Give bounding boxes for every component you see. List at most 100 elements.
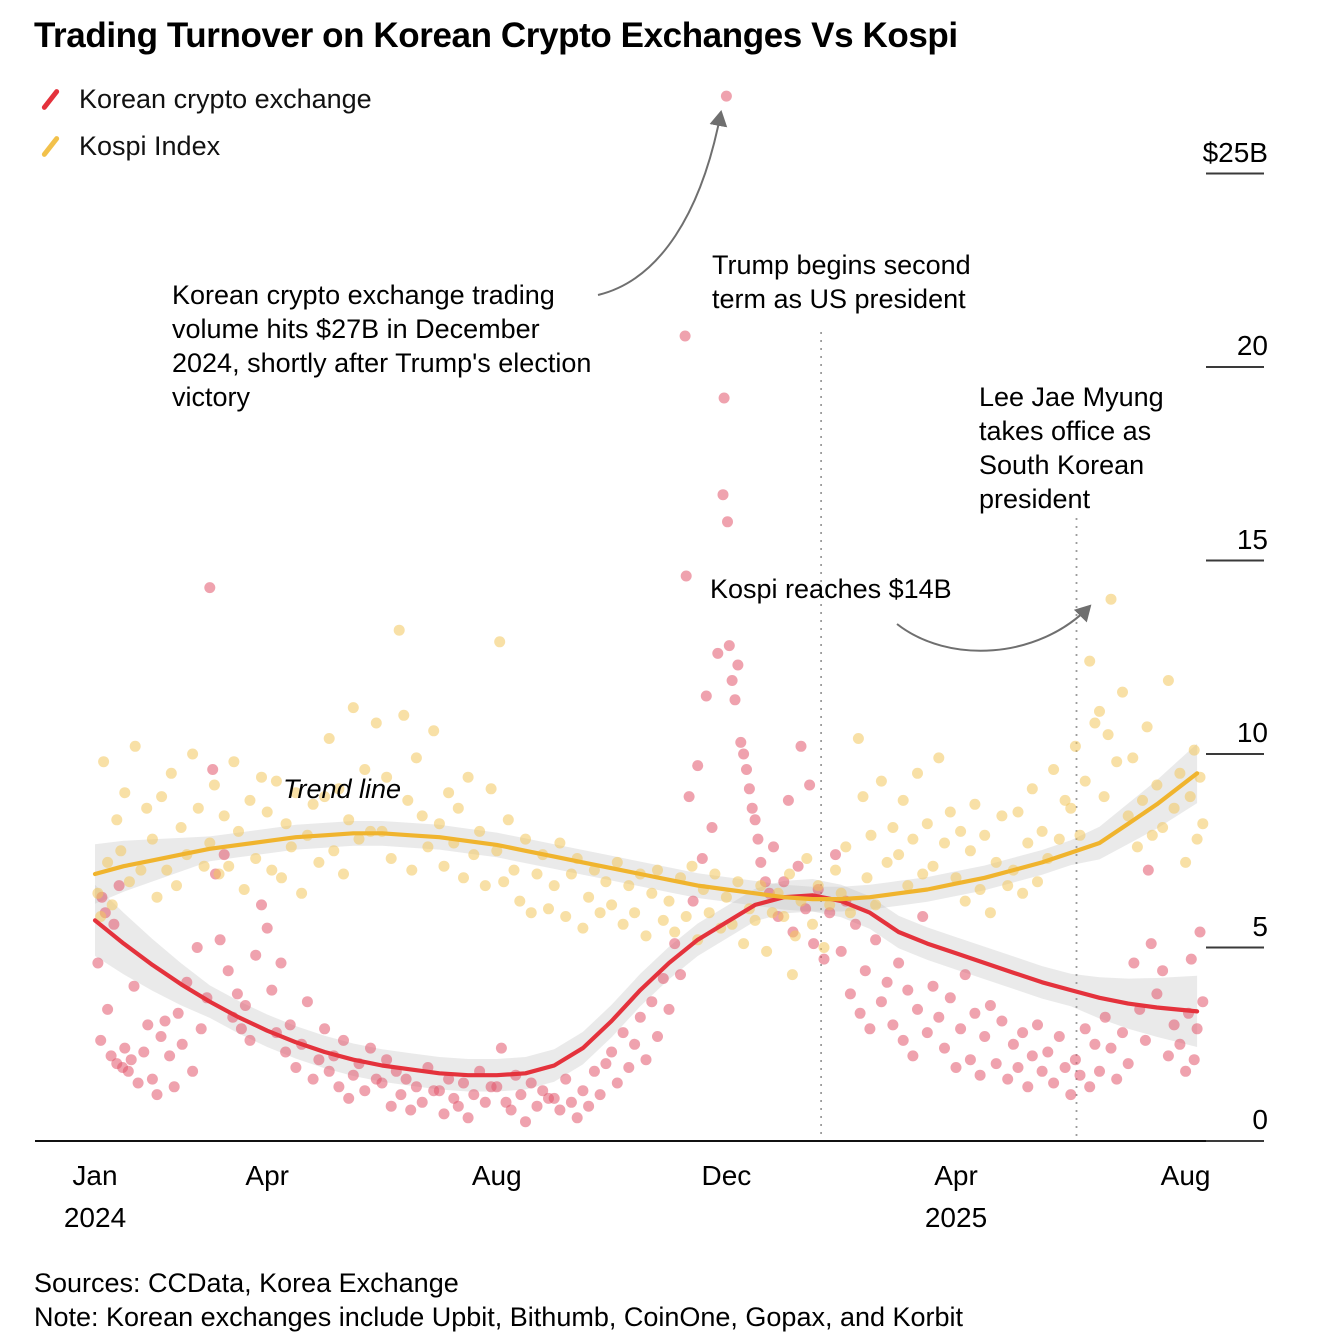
kospi-point bbox=[1105, 593, 1117, 605]
kospi-point bbox=[657, 914, 669, 926]
kospi-point bbox=[830, 864, 841, 876]
crypto-point bbox=[146, 1073, 158, 1085]
kospi-point bbox=[548, 880, 560, 892]
crypto-point bbox=[452, 1100, 464, 1112]
note-line: Note: Korean exchanges include Upbit, Bi… bbox=[34, 1302, 964, 1332]
x-axis-label: Apr bbox=[245, 1160, 289, 1191]
kospi-point bbox=[296, 887, 308, 899]
kospi-point bbox=[979, 829, 991, 841]
crypto-point bbox=[108, 918, 120, 930]
kospi-point bbox=[323, 733, 335, 744]
crypto-point bbox=[1069, 1054, 1081, 1066]
crypto-point bbox=[301, 996, 313, 1008]
crypto-point bbox=[720, 90, 732, 102]
kospi-point bbox=[106, 899, 118, 911]
kospi-point bbox=[406, 864, 418, 876]
annotation-lee-office: Lee Jae Myung takes office as South Kore… bbox=[979, 382, 1164, 514]
kospi-point bbox=[870, 899, 882, 911]
crypto-point bbox=[897, 1034, 909, 1046]
crypto-point bbox=[416, 1096, 428, 1108]
crypto-point bbox=[554, 1104, 566, 1116]
kospi-point bbox=[565, 868, 577, 880]
crypto-point bbox=[138, 1046, 150, 1058]
kospi-point bbox=[502, 814, 514, 826]
crypto-point bbox=[405, 1104, 417, 1116]
kospi-point bbox=[328, 845, 340, 857]
crypto-point bbox=[1145, 938, 1157, 950]
kospi-point bbox=[577, 922, 589, 934]
trend-line-layer bbox=[92, 771, 1200, 1078]
crypto-point bbox=[122, 1065, 134, 1077]
crypto-point bbox=[284, 1019, 296, 1031]
kospi-point bbox=[307, 798, 319, 810]
kospi-point bbox=[123, 876, 135, 888]
crypto-point bbox=[1197, 996, 1209, 1008]
crypto-point bbox=[808, 938, 820, 950]
crypto-point bbox=[347, 1069, 359, 1081]
crypto-point bbox=[280, 1046, 292, 1058]
x-axis-label: Aug bbox=[471, 1160, 522, 1191]
kospi-point bbox=[766, 907, 778, 919]
kospi-point bbox=[462, 771, 474, 783]
x-axis-year-label: 2024 bbox=[63, 1202, 127, 1233]
kospi-point bbox=[1162, 675, 1174, 686]
kospi-point bbox=[250, 853, 262, 864]
crypto-point bbox=[722, 516, 733, 528]
kospi-point bbox=[606, 899, 618, 911]
crypto-point bbox=[1191, 1023, 1203, 1035]
crypto-point bbox=[1032, 1019, 1043, 1031]
kospi-point bbox=[514, 895, 526, 907]
crypto-point bbox=[700, 690, 712, 702]
crypto-point bbox=[132, 1077, 144, 1089]
crypto-point bbox=[606, 1046, 618, 1058]
crypto-point bbox=[231, 988, 243, 1000]
crypto-point bbox=[623, 1062, 635, 1073]
crypto-point bbox=[1065, 1089, 1077, 1101]
kospi-point bbox=[428, 725, 440, 737]
kospi-point bbox=[703, 907, 715, 919]
kospi-point bbox=[1146, 829, 1158, 841]
kospi-point bbox=[950, 872, 962, 884]
kospi-point bbox=[893, 849, 905, 861]
crypto-point bbox=[795, 740, 807, 752]
crypto-point bbox=[307, 1073, 319, 1085]
crypto-point bbox=[142, 1019, 154, 1031]
kospi-point bbox=[944, 806, 956, 818]
crypto-point bbox=[1012, 1062, 1024, 1073]
crypto-point bbox=[1089, 1038, 1101, 1050]
crypto-point bbox=[752, 833, 764, 845]
crypto-point bbox=[376, 1077, 388, 1089]
crypto-point bbox=[683, 791, 695, 803]
kospi-point bbox=[338, 868, 349, 880]
kospi-point bbox=[290, 787, 302, 799]
kospi-point bbox=[343, 814, 355, 826]
crypto-point bbox=[629, 1038, 641, 1050]
kospi-confidence-band bbox=[95, 743, 1198, 912]
crypto-point bbox=[818, 953, 830, 965]
kospi-point bbox=[1036, 825, 1048, 837]
crypto-point bbox=[755, 856, 767, 868]
kospi-point bbox=[370, 717, 382, 729]
kospi-point bbox=[452, 802, 464, 814]
legend-label-kospi: Kospi Index bbox=[79, 130, 221, 161]
crypto-point bbox=[1084, 1081, 1096, 1093]
crypto-point bbox=[939, 1042, 950, 1054]
crypto-point bbox=[92, 957, 104, 969]
kospi-point bbox=[119, 787, 131, 799]
crypto-point bbox=[984, 1000, 996, 1011]
kospi-point bbox=[187, 748, 199, 760]
kospi-point bbox=[1065, 802, 1077, 814]
kospi-point bbox=[171, 880, 182, 892]
kospi-point bbox=[1069, 740, 1081, 752]
chart-title: Trading Turnover on Korean Crypto Exchan… bbox=[34, 16, 958, 55]
kospi-point bbox=[1137, 794, 1148, 806]
kospi-point bbox=[1141, 721, 1153, 733]
crypto-point bbox=[164, 1050, 176, 1062]
kospi-point bbox=[875, 775, 887, 787]
kospi-point bbox=[438, 860, 450, 872]
kospi-point bbox=[333, 783, 345, 795]
scatter-layer bbox=[92, 90, 1209, 1128]
crypto-point bbox=[222, 965, 234, 977]
kospi-point bbox=[623, 880, 635, 892]
